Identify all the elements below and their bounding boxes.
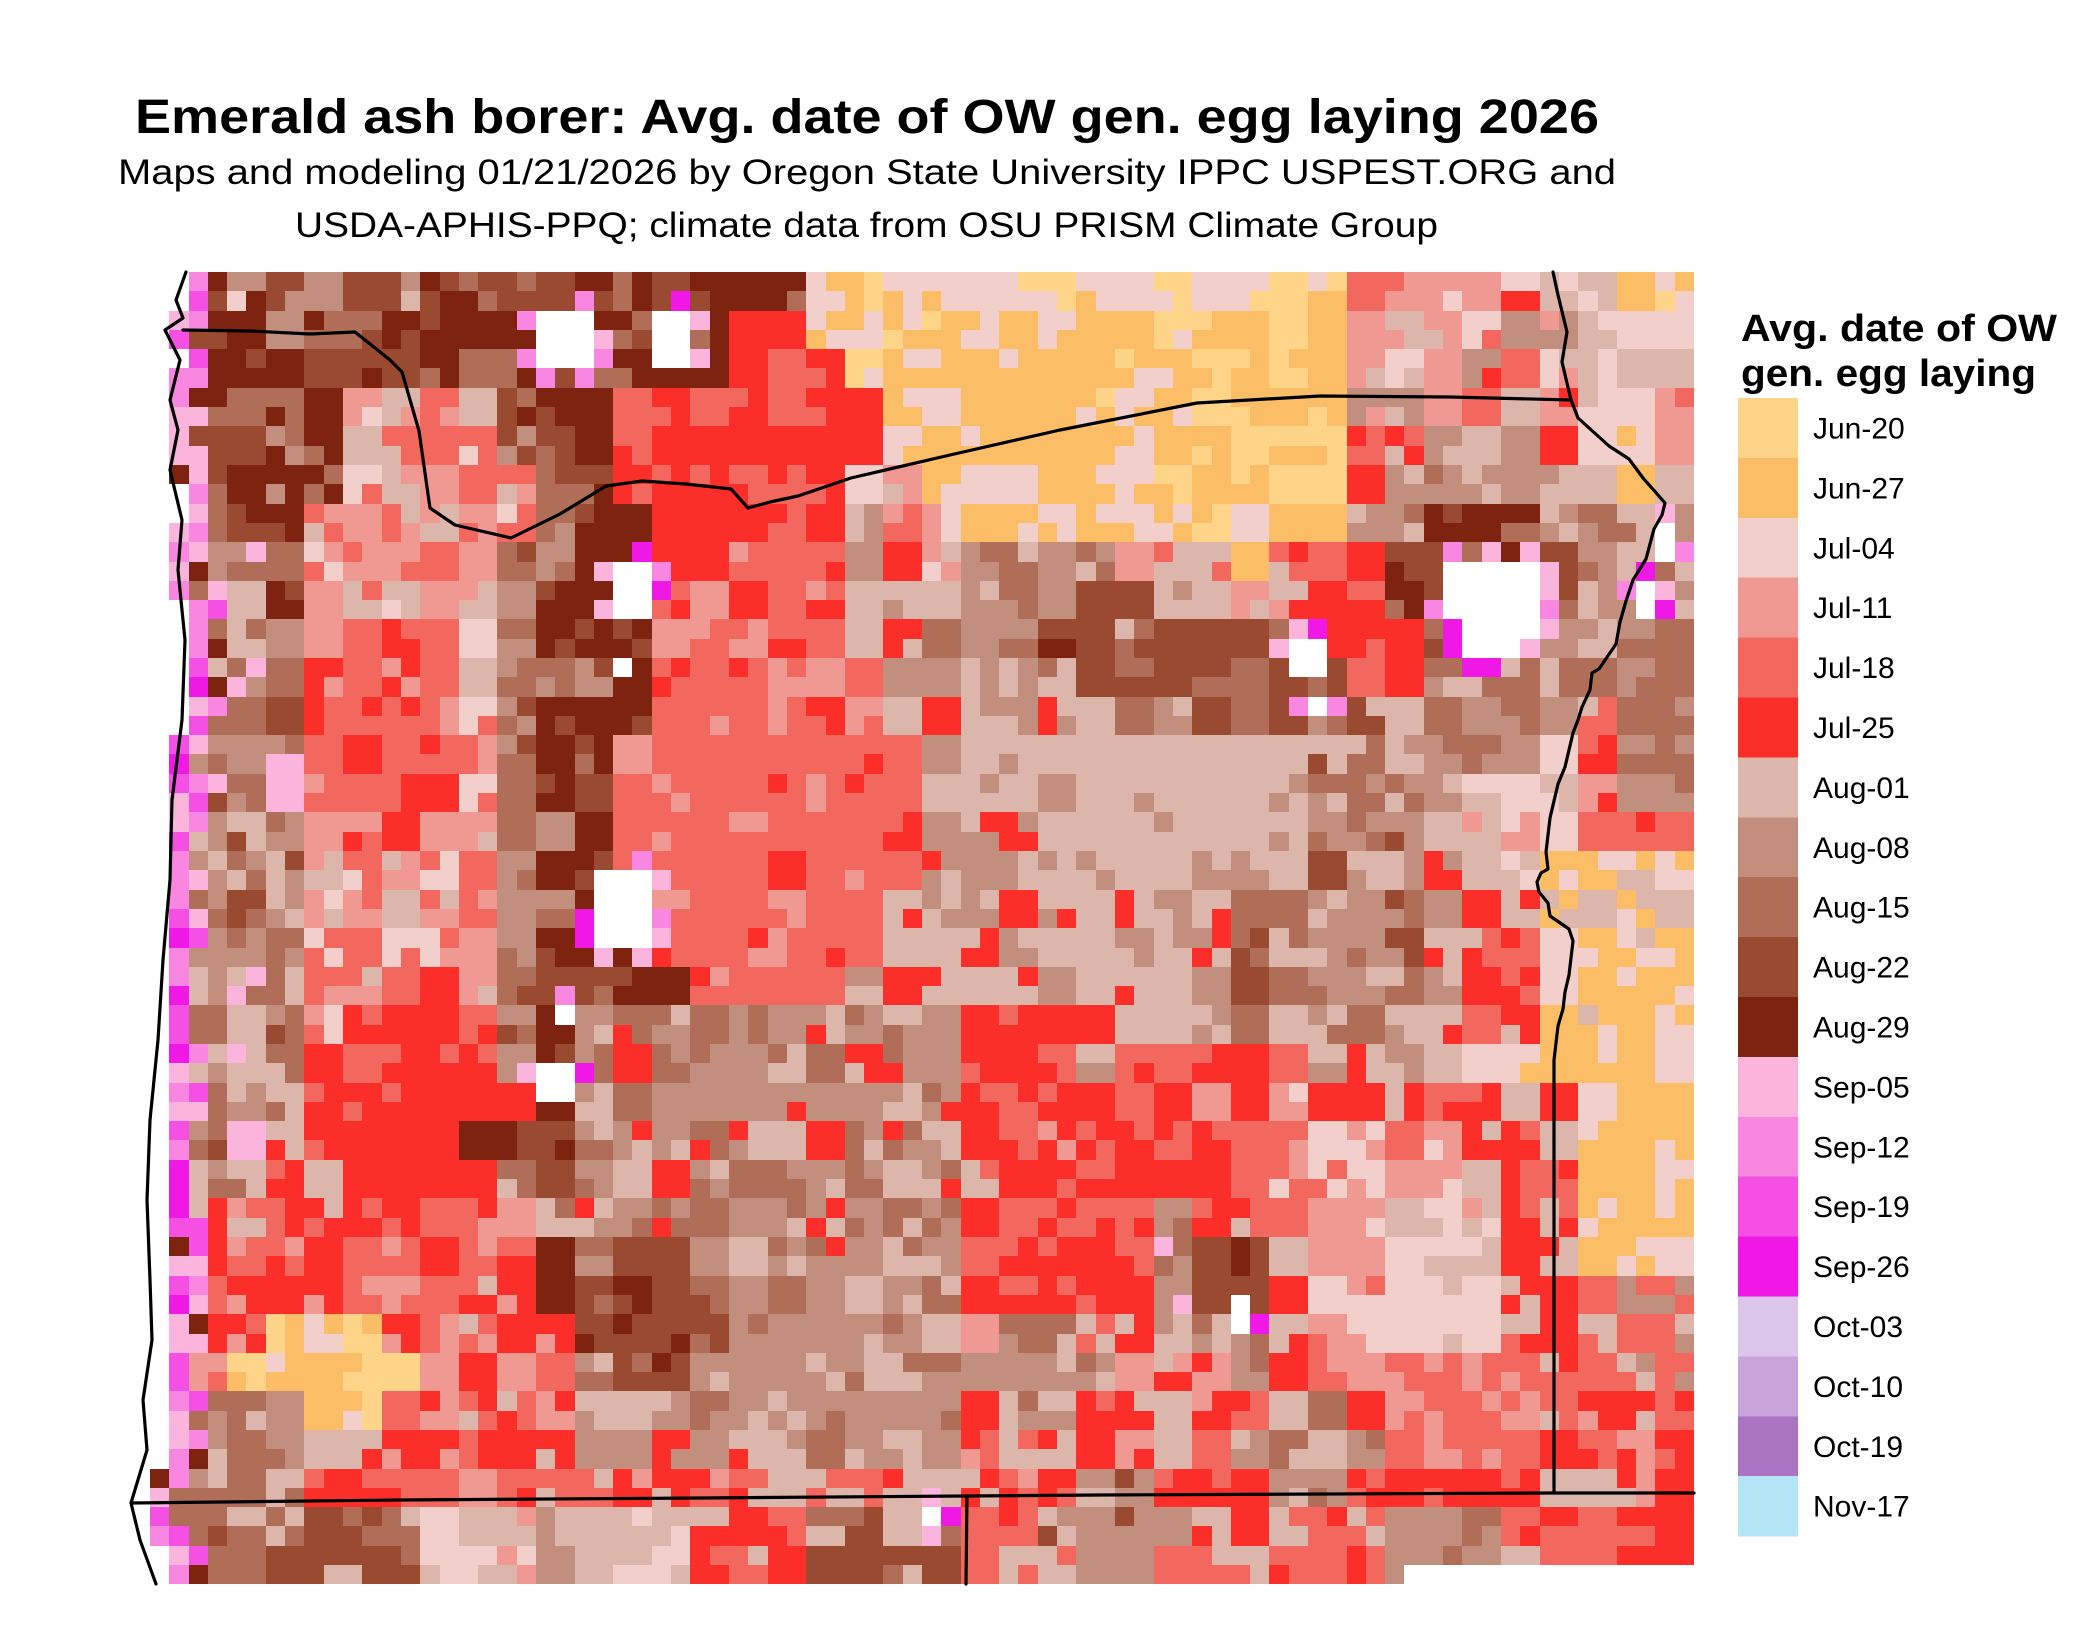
svg-text:Aug-29: Aug-29 bbox=[1813, 1012, 1910, 1045]
svg-text:Jul-18: Jul-18 bbox=[1813, 652, 1895, 685]
svg-text:Sep-05: Sep-05 bbox=[1813, 1071, 1910, 1104]
svg-text:Aug-22: Aug-22 bbox=[1813, 952, 1910, 985]
svg-text:Oct-19: Oct-19 bbox=[1813, 1431, 1903, 1464]
svg-text:Aug-15: Aug-15 bbox=[1813, 892, 1910, 925]
svg-text:Emerald ash borer: Avg. date o: Emerald ash borer: Avg. date of OW gen. … bbox=[135, 91, 1599, 144]
svg-text:Jun-20: Jun-20 bbox=[1813, 413, 1905, 446]
svg-text:Sep-26: Sep-26 bbox=[1813, 1251, 1910, 1284]
svg-text:Jul-04: Jul-04 bbox=[1813, 532, 1895, 565]
svg-text:Jul-25: Jul-25 bbox=[1813, 712, 1895, 745]
svg-text:gen. egg laying: gen. egg laying bbox=[1741, 353, 2036, 395]
svg-text:Oct-10: Oct-10 bbox=[1813, 1371, 1903, 1404]
svg-text:Aug-08: Aug-08 bbox=[1813, 832, 1910, 865]
svg-text:Avg. date of OW: Avg. date of OW bbox=[1741, 308, 2057, 350]
svg-text:Jun-27: Jun-27 bbox=[1813, 472, 1905, 505]
svg-text:USDA-APHIS-PPQ; climate data f: USDA-APHIS-PPQ; climate data from OSU PR… bbox=[295, 206, 1438, 245]
svg-text:Oct-03: Oct-03 bbox=[1813, 1311, 1903, 1344]
svg-text:Sep-19: Sep-19 bbox=[1813, 1191, 1910, 1224]
svg-text:Aug-01: Aug-01 bbox=[1813, 772, 1910, 805]
svg-text:Maps and modeling 01/21/2026 b: Maps and modeling 01/21/2026 by Oregon S… bbox=[118, 153, 1616, 192]
svg-text:Jul-11: Jul-11 bbox=[1813, 592, 1892, 625]
svg-text:Sep-12: Sep-12 bbox=[1813, 1131, 1910, 1164]
svg-text:Nov-17: Nov-17 bbox=[1813, 1491, 1910, 1524]
